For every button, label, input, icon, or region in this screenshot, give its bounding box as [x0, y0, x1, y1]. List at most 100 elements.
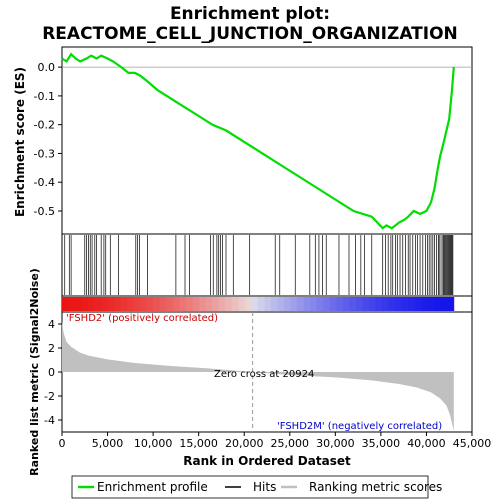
es-tick-label: -0.1	[34, 90, 55, 103]
x-tick-label: 0	[59, 437, 66, 450]
colorbar-segment	[153, 297, 161, 311]
es-tick-label: 0.0	[38, 61, 56, 74]
x-axis-title: Rank in Ordered Dataset	[183, 454, 351, 468]
es-panel	[61, 46, 473, 235]
colorbar-segment	[107, 297, 115, 311]
colorbar-segment	[212, 297, 220, 311]
x-tick-label: 30,000	[316, 437, 355, 450]
colorbar-segment	[368, 297, 376, 311]
chart-title-line1: Enrichment plot:	[170, 4, 330, 24]
x-tick-label: 5,000	[92, 437, 124, 450]
positive-label: 'FSHD2' (positively correlated)	[66, 313, 218, 324]
colorbar-segment	[388, 297, 396, 311]
colorbar-segment	[231, 297, 239, 311]
colorbar-segment	[173, 297, 180, 311]
colorbar-segment	[120, 297, 128, 311]
metric-tick-label: 4	[48, 318, 55, 331]
colorbar-segment	[146, 297, 154, 311]
x-axis: 0 5,000 10,000 15,000 20,000 25,000 30,000 35,0…	[59, 432, 491, 450]
negative-label: 'FSHD2M' (negatively correlated)	[277, 421, 442, 432]
colorbar-segment	[133, 297, 141, 311]
legend-label-metric: Ranking metric scores	[309, 480, 442, 494]
metric-tick-label: 0	[48, 366, 55, 379]
colorbar-segment	[414, 297, 422, 311]
es-plot-area	[61, 52, 472, 230]
hits-panel	[61, 233, 473, 297]
colorbar-segment	[205, 297, 213, 311]
metric-area	[62, 321, 454, 431]
colorbar-segment	[257, 297, 265, 311]
colorbar-segment	[81, 297, 89, 311]
x-tick-label: 20,000	[225, 437, 264, 450]
colorbar-segment	[218, 297, 226, 311]
colorbar-segment	[447, 297, 455, 311]
legend-label-es: Enrichment profile	[97, 480, 208, 494]
colorbar-segment	[94, 297, 102, 311]
colorbar-segment	[127, 297, 135, 311]
colorbar-segment	[408, 297, 415, 311]
es-tick-label: -0.2	[34, 119, 55, 132]
x-tick-label: 35,000	[362, 437, 401, 450]
colorbar-segment	[186, 297, 193, 311]
colorbar-segment	[336, 297, 344, 311]
colorbar-segment	[310, 297, 318, 311]
colorbar-segment	[244, 297, 252, 311]
colorbar-segment	[381, 297, 389, 311]
metric-tick-label: -4	[44, 414, 55, 427]
hits-area	[64, 235, 454, 295]
colorbar-segment	[159, 297, 167, 311]
colorbar-segment	[297, 297, 304, 311]
colorbar-segment	[225, 297, 233, 311]
x-tick-label: 25,000	[271, 437, 310, 450]
es-line	[61, 52, 455, 230]
colorbar-segment	[75, 297, 82, 311]
colorbar-segment	[270, 297, 278, 311]
colorbar-segment	[421, 297, 429, 311]
x-tick-label: 40,000	[407, 437, 446, 450]
colorbar-segment	[166, 297, 174, 311]
colorbar-segment	[101, 297, 109, 311]
metric-y-axis: 4 2 0 -2 -4	[44, 318, 62, 427]
colorbar-segment	[179, 297, 187, 311]
colorbar-segment	[395, 297, 402, 311]
colorbar-segment	[316, 297, 324, 311]
x-tick-label: 10,000	[134, 437, 173, 450]
legend-label-hits: Hits	[253, 480, 276, 494]
es-tick-label: -0.4	[34, 176, 55, 189]
colorbar-segment	[290, 297, 298, 311]
colorbar-segment	[303, 297, 311, 311]
legend-box	[71, 475, 429, 499]
colorbar-segment	[68, 297, 76, 311]
colorbar-segment	[251, 297, 259, 311]
colorbar-segment	[238, 297, 246, 311]
colorbar-segment	[362, 297, 370, 311]
colorbar-segment	[114, 297, 122, 311]
colorbar-segment	[192, 297, 200, 311]
metric-y-axis-title: Ranked list metric (Signal2Noise)	[28, 268, 41, 476]
colorbar-segment	[427, 297, 435, 311]
colorbar-segment	[323, 297, 331, 311]
colorbar-segment	[355, 297, 363, 311]
colorbar-segment	[342, 297, 350, 311]
colorbar-segment	[264, 297, 272, 311]
metric-plot-area	[62, 312, 454, 432]
colorbar-segment	[88, 297, 96, 311]
colorbar-segment	[401, 297, 409, 311]
colorbar-segment	[349, 297, 357, 311]
chart-title-line2: REACTOME_CELL_JUNCTION_ORGANIZATION	[42, 24, 458, 44]
zero-cross-label: Zero cross at 20924	[214, 369, 314, 380]
colorbar-segment	[434, 297, 442, 311]
colorbar-segment	[277, 297, 285, 311]
x-tick-label: 15,000	[179, 437, 218, 450]
colorbar-segment	[329, 297, 337, 311]
metric-tick-label: -2	[44, 390, 55, 403]
colorbar-segment	[284, 297, 291, 311]
es-y-axis: 0.0 -0.1 -0.2 -0.3 -0.4 -0.5	[34, 61, 62, 218]
es-y-axis-title: Enrichment score (ES)	[13, 67, 27, 217]
colorbar-segment	[440, 297, 448, 311]
colorbar-segment	[62, 297, 69, 311]
metric-tick-label: 2	[48, 342, 55, 355]
es-tick-label: -0.5	[34, 205, 55, 218]
colorbar-segment	[375, 297, 383, 311]
